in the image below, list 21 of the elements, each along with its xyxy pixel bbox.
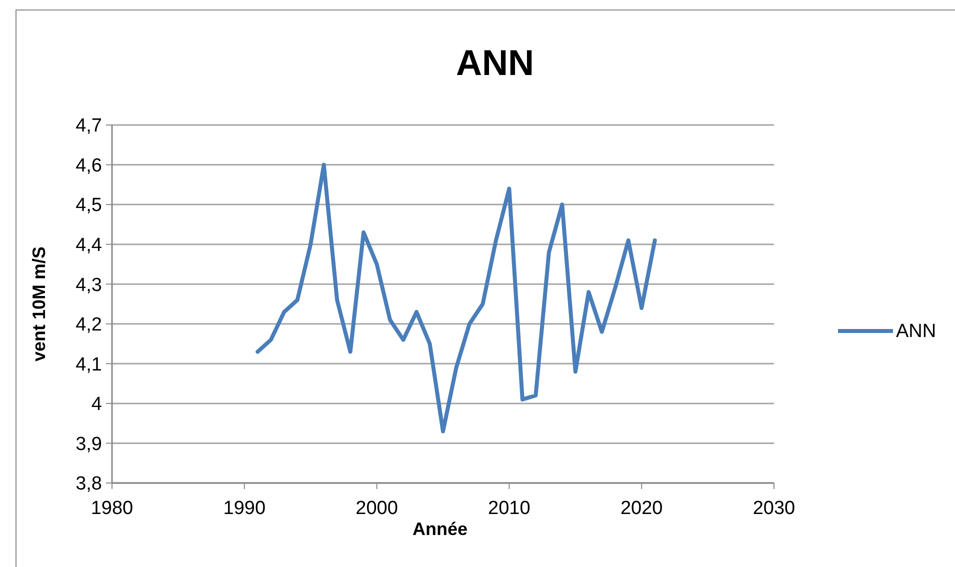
x-tick-label: 2010 (488, 498, 530, 519)
y-tick-label: 4,1 (76, 354, 102, 376)
chart-title: ANN (456, 42, 534, 83)
y-tick-label: 3,9 (76, 434, 102, 455)
x-tick-label: 1990 (223, 498, 266, 519)
y-tick-label: 4,7 (76, 116, 102, 137)
y-tick-label: 4,4 (76, 234, 102, 256)
y-axis-title: vent 10M m/S (29, 246, 49, 362)
x-tick-label: 1980 (90, 498, 134, 519)
y-tick-label: 4,6 (76, 155, 102, 176)
legend-label: ANN (896, 321, 936, 342)
line-series (256, 162, 657, 434)
x-tick-label: 2000 (356, 498, 398, 519)
y-tick-label: 4,3 (76, 274, 102, 296)
y-tick-label: 4,2 (76, 314, 102, 336)
x-tick-label: 2020 (620, 498, 663, 519)
y-tick-label: 3,8 (76, 474, 102, 495)
y-tick-label: 4,5 (76, 195, 102, 216)
x-tick-label: 2030 (752, 498, 796, 519)
y-tick-label: 4 (91, 394, 102, 416)
x-axis-title: Année (412, 519, 468, 539)
